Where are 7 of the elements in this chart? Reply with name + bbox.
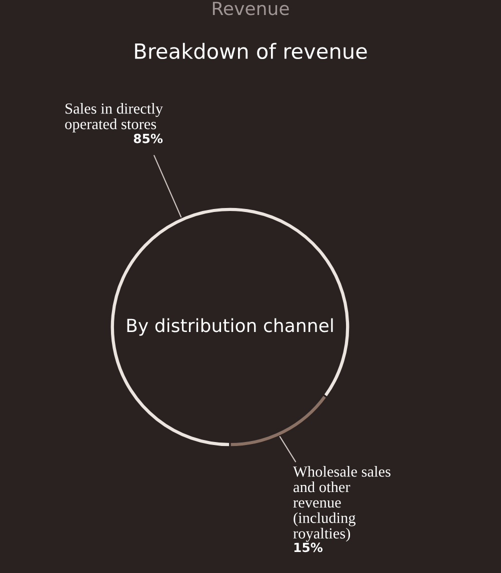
data-label: 15% (294, 542, 323, 552)
data-label: 85% (134, 134, 163, 144)
chart-title: Revenue (212, 2, 289, 16)
slice-label: Sales in directly operated stores (65, 103, 163, 132)
text: By distribution channel (127, 318, 333, 336)
slice-label: Wholesale sales and other revenue (including royalties) (293, 466, 390, 542)
chart-subtitle: Breakdown of revenue (135, 42, 367, 60)
